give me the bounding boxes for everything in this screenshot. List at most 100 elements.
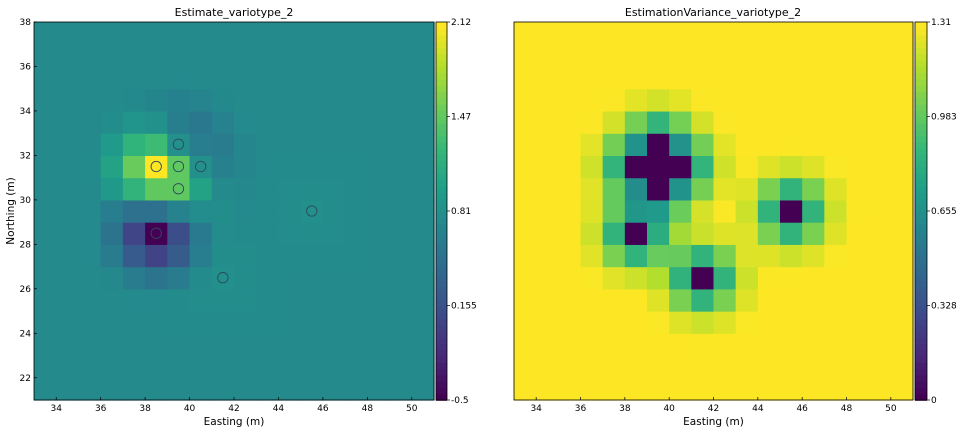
colorbar-segment	[915, 166, 927, 174]
heatmap-cell	[514, 222, 537, 245]
heatmap-cell	[367, 377, 391, 401]
heatmap-cell	[56, 155, 80, 179]
heatmap-cell	[735, 110, 759, 134]
heatmap-cell	[345, 155, 368, 179]
y-tick-label: 32	[20, 151, 31, 161]
heatmap-cell	[846, 177, 870, 201]
heatmap-cell	[278, 266, 302, 290]
colorbar-segment	[436, 368, 447, 376]
heatmap-cell	[278, 288, 302, 312]
colorbar-segment	[915, 261, 927, 269]
heatmap-cell	[78, 333, 102, 357]
heatmap-cell	[256, 155, 280, 179]
heatmap-cell	[367, 199, 391, 223]
heatmap-cell	[211, 311, 235, 334]
heatmap-cell	[234, 244, 257, 268]
heatmap-cell	[145, 133, 168, 157]
heatmap-cell	[580, 88, 604, 112]
heatmap-cell	[802, 288, 825, 312]
heatmap-cell	[278, 244, 302, 268]
heatmap-cell	[234, 66, 257, 90]
heatmap-cell	[189, 222, 213, 245]
heatmap-cell	[234, 133, 257, 157]
heatmap-cell	[602, 133, 626, 157]
heatmap-cell	[691, 355, 715, 379]
heatmap-cell	[868, 199, 892, 223]
heatmap-cell	[890, 177, 914, 201]
heatmap-cell	[802, 222, 825, 245]
x-axis-label: Easting (m)	[204, 416, 265, 428]
colorbar-segment	[436, 135, 447, 143]
heatmap-cell	[558, 311, 582, 334]
colorbar-tick-label: 1.31	[931, 18, 951, 28]
heatmap-cell	[580, 155, 604, 179]
heatmap-cell	[802, 177, 825, 201]
heatmap-cell	[514, 177, 537, 201]
heatmap-cell	[868, 133, 892, 157]
colorbar-segment	[436, 280, 447, 288]
heatmap-cell	[802, 199, 825, 223]
heatmap-cell	[624, 133, 648, 157]
heatmap-cell	[868, 311, 892, 334]
heatmap-cell	[735, 333, 759, 357]
heatmap-cell	[189, 155, 213, 179]
heatmap-cell	[167, 155, 191, 179]
colorbar-segment	[436, 47, 447, 55]
heatmap-cell	[846, 133, 870, 157]
y-tick-label: 38	[20, 18, 32, 28]
heatmap-cell	[122, 66, 146, 90]
heatmap-cell	[802, 377, 825, 401]
heatmap-cell	[145, 222, 168, 245]
heatmap-cell	[536, 311, 559, 334]
heatmap-cell	[868, 355, 892, 379]
heatmap-cell	[411, 88, 435, 112]
colorbar-segment	[915, 173, 927, 181]
heatmap-cell	[780, 66, 803, 90]
sample-marker	[150, 160, 162, 173]
heatmap-cell	[345, 288, 368, 312]
heatmap-cell	[514, 266, 537, 290]
heatmap-cell	[234, 88, 257, 112]
colorbar-segment	[915, 59, 927, 67]
heatmap-cell	[602, 222, 626, 245]
heatmap-cell	[713, 355, 737, 379]
x-tick-label: 40	[184, 404, 196, 414]
colorbar-segment	[436, 381, 447, 389]
heatmap-cell	[256, 244, 280, 268]
heatmap-cell	[602, 244, 626, 268]
colorbar-segment	[436, 129, 447, 137]
heatmap-cell	[100, 222, 124, 245]
colorbar-segment	[915, 337, 927, 345]
heatmap-cell	[78, 155, 102, 179]
heatmap-cell	[411, 44, 435, 68]
heatmap-cell	[780, 355, 803, 379]
heatmap-cell	[647, 177, 670, 201]
heatmap-cell	[56, 110, 80, 134]
heatmap-cell	[322, 377, 346, 401]
heatmap-cell	[580, 311, 604, 334]
heatmap-cell	[122, 177, 146, 201]
y-tick-label: 36	[20, 62, 32, 72]
heatmap-cell	[780, 44, 803, 68]
heatmap-cell	[278, 377, 302, 401]
colorbar-tick-label: 0.155	[451, 302, 477, 312]
heatmap-cell	[536, 222, 559, 245]
heatmap-cell	[602, 199, 626, 223]
heatmap-cell	[580, 199, 604, 223]
heatmap-cell	[735, 44, 759, 68]
heatmap-cell	[211, 222, 235, 245]
heatmap-cell	[100, 110, 124, 134]
heatmap-cell	[846, 333, 870, 357]
heatmap-cell	[890, 266, 914, 290]
heatmap-cell	[647, 377, 670, 401]
heatmap-cell	[122, 133, 146, 157]
heatmap-cell	[322, 44, 346, 68]
heatmap-cell	[868, 44, 892, 68]
heatmap-cell	[211, 199, 235, 223]
heatmap-cell	[100, 333, 124, 357]
heatmap-cell	[890, 288, 914, 312]
heatmap-cell	[234, 222, 257, 245]
heatmap-cell	[757, 110, 781, 134]
heatmap-cell	[580, 244, 604, 268]
heatmap-cell	[757, 88, 781, 112]
